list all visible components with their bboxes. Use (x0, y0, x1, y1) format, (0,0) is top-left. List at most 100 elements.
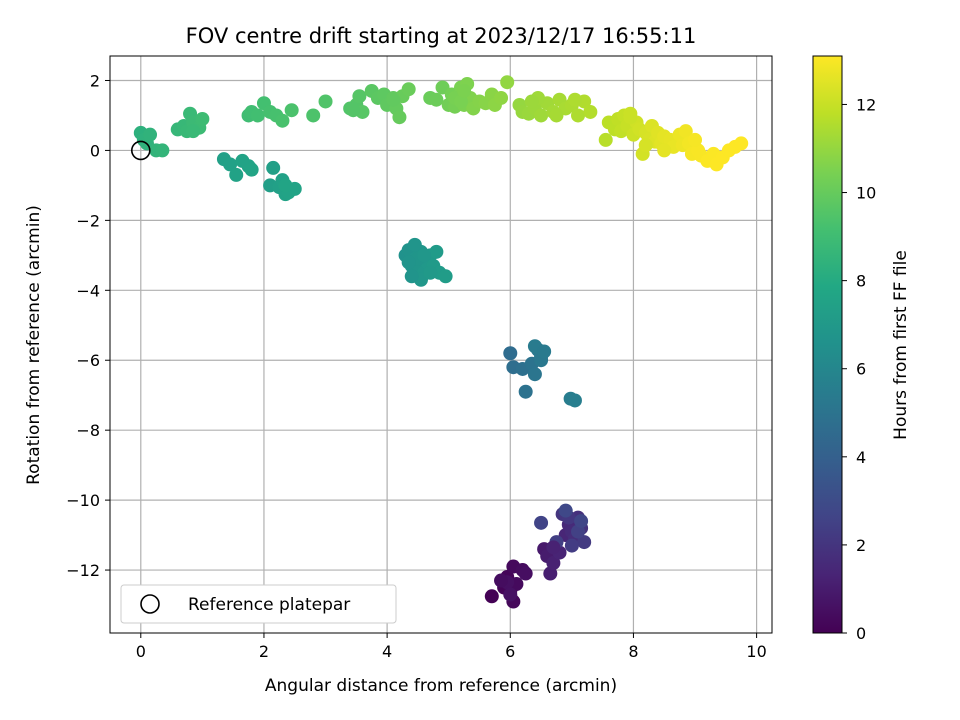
data-point (678, 124, 693, 139)
data-point (306, 108, 321, 123)
colorbar-ticks: 0 2 4 6 8 10 12 (842, 95, 876, 643)
data-point (567, 92, 582, 107)
data-point (186, 124, 201, 139)
data-point (500, 75, 515, 90)
data-point (518, 566, 533, 581)
legend-marker (140, 594, 160, 614)
x-tick-label: 8 (628, 642, 638, 661)
data-point (503, 346, 518, 361)
data-point (229, 167, 244, 182)
data-point (401, 255, 416, 270)
data-point (195, 111, 210, 126)
data-point (494, 573, 509, 588)
data-point (404, 269, 419, 284)
x-tick-label: 10 (746, 642, 766, 661)
data-point (583, 104, 598, 119)
data-point (457, 83, 472, 98)
y-tick-label: −4 (76, 281, 100, 300)
data-point (250, 108, 265, 123)
data-point (318, 94, 333, 109)
data-point (352, 89, 367, 104)
chart-title: FOV centre drift starting at 2023/12/17 … (186, 24, 697, 48)
colorbar-tick-label: 12 (856, 95, 876, 114)
data-point (549, 108, 564, 123)
colorbar-tick-label: 0 (856, 624, 866, 643)
data-point (657, 143, 672, 158)
data-point (623, 110, 638, 125)
data-point (143, 127, 158, 142)
data-points (133, 75, 749, 609)
data-point (564, 538, 579, 553)
legend-box (120, 584, 397, 624)
colorbar-tick-label: 6 (856, 360, 866, 379)
data-point (223, 157, 238, 172)
data-point (558, 503, 573, 518)
x-axis-ticks: 0 2 4 6 8 10 (136, 633, 767, 661)
y-tick-label: 0 (90, 141, 100, 160)
legend-entry: Reference platepar (188, 595, 350, 615)
data-point (537, 344, 552, 359)
plot-frame (109, 55, 773, 634)
colorbar-tick-label: 2 (856, 536, 866, 555)
data-point (423, 265, 438, 280)
data-point (155, 143, 170, 158)
data-point (571, 108, 586, 123)
y-tick-label: −8 (76, 421, 100, 440)
data-point (527, 367, 542, 382)
data-point (577, 535, 592, 550)
data-point (429, 92, 444, 107)
data-point (518, 384, 533, 399)
data-point (386, 92, 401, 107)
data-point (266, 160, 281, 175)
data-point (534, 108, 549, 123)
data-point (546, 540, 561, 555)
data-point (392, 110, 407, 125)
data-point (546, 556, 561, 571)
data-point (438, 269, 453, 284)
data-point (346, 103, 361, 118)
data-point (534, 515, 549, 530)
data-point (494, 90, 509, 105)
reference-marker (130, 140, 151, 161)
x-tick-label: 2 (259, 642, 269, 661)
y-axis-label: Rotation from reference (arcmin) (24, 205, 44, 485)
data-point (543, 566, 558, 581)
colorbar-label: Hours from first FF file (891, 250, 911, 440)
data-point (244, 162, 259, 177)
data-point (278, 178, 293, 193)
data-point (638, 138, 653, 153)
data-point (734, 136, 749, 151)
data-point (401, 82, 416, 97)
data-point (567, 393, 582, 408)
y-axis-ticks: 2 0 −2 −4 −6 −8 −10 −12 (66, 71, 110, 580)
data-point (454, 94, 469, 109)
data-point (571, 524, 586, 539)
x-tick-label: 0 (136, 642, 146, 661)
data-point (574, 514, 589, 529)
legend: Reference platepar (120, 584, 397, 624)
y-tick-label: −2 (76, 211, 100, 230)
data-point (275, 113, 290, 128)
data-point (417, 248, 432, 263)
y-tick-label: −6 (76, 351, 100, 370)
y-tick-label: −12 (66, 561, 100, 580)
colorbar-tick-label: 10 (856, 184, 876, 203)
data-point (407, 237, 422, 252)
data-point (503, 587, 518, 602)
x-axis-label: Angular distance from reference (arcmin) (265, 676, 617, 696)
data-point (484, 589, 499, 604)
data-point (429, 244, 444, 259)
colorbar-tick-label: 8 (856, 272, 866, 291)
data-point (284, 103, 299, 118)
y-tick-label: 2 (90, 71, 100, 90)
x-tick-label: 6 (505, 642, 515, 661)
colorbar-gradient (812, 55, 843, 634)
y-tick-label: −10 (66, 491, 100, 510)
data-point (598, 132, 613, 147)
data-point (688, 132, 703, 147)
colorbar: 0 2 4 6 8 10 12 Hours from first FF file (812, 55, 911, 643)
grid-lines (110, 56, 772, 633)
x-tick-label: 4 (382, 642, 392, 661)
data-point (524, 94, 539, 109)
